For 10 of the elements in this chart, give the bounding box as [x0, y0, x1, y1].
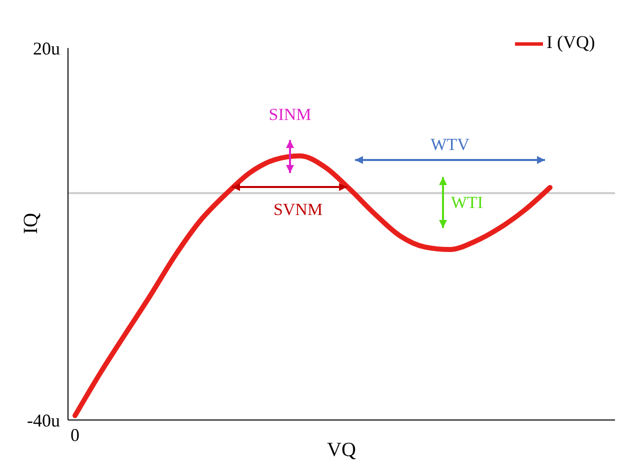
- annotation: SINM: [268, 105, 312, 124]
- x-tick-label: 0: [70, 424, 80, 445]
- y-axis-title: IQ: [20, 212, 42, 234]
- legend-label: I (VQ): [546, 32, 595, 52]
- annotation: WTV: [430, 135, 470, 154]
- annotation: SVNM: [273, 200, 323, 219]
- y-tick-label: 20u: [33, 38, 60, 58]
- y-tick-label: -40u: [27, 410, 60, 430]
- x-axis-title: VQ: [327, 439, 356, 461]
- annotation: WTI: [450, 193, 484, 212]
